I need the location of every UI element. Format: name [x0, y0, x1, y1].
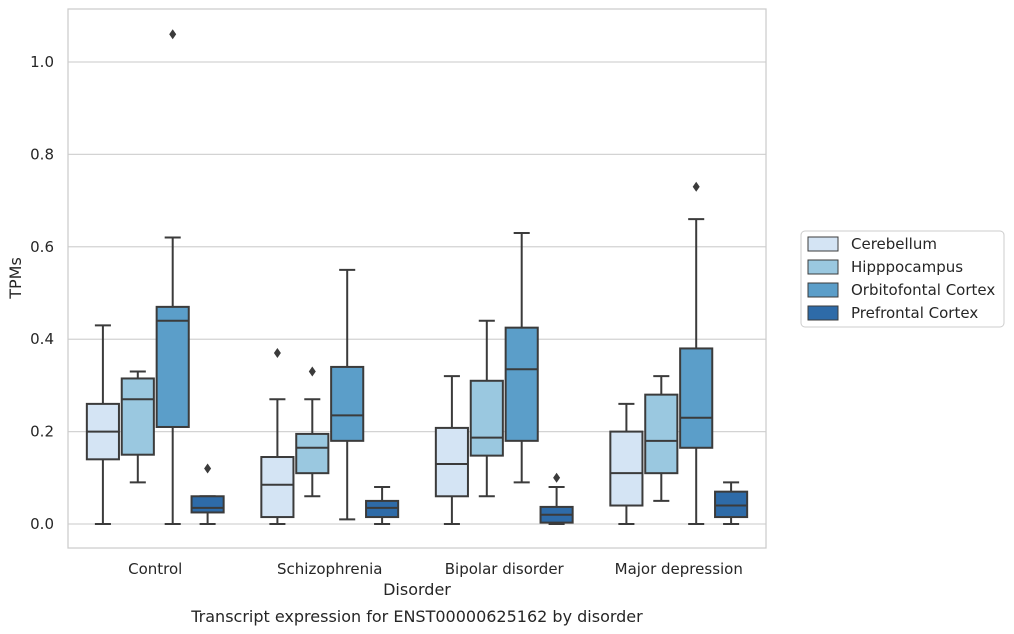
box-body — [190, 495, 225, 514]
legend-swatch — [807, 259, 839, 275]
box-hipppocampus — [469, 319, 504, 498]
box-orbitofontal-cortex — [330, 268, 365, 521]
box-hipppocampus — [120, 370, 155, 484]
y-axis-label: TPMs — [6, 257, 25, 300]
x-category-label: Schizophrenia — [277, 560, 382, 578]
box-body — [260, 456, 295, 519]
y-tick-labels: 0.0 0.2 0.4 0.6 0.8 1.0 — [30, 53, 54, 533]
outlier-point — [553, 472, 561, 483]
boxes — [85, 29, 749, 525]
box-body — [469, 379, 504, 457]
plot-area-frame — [67, 8, 767, 549]
legend-label: Hipppocampus — [851, 258, 963, 276]
x-category-label: Control — [128, 560, 182, 578]
y-tick-label: 0.8 — [30, 145, 54, 163]
box-prefrontal-cortex — [539, 472, 574, 525]
x-axis-label: Disorder — [383, 580, 451, 599]
legend-swatch — [807, 305, 839, 321]
y-tick-label: 0.2 — [30, 423, 54, 441]
outlier-point — [273, 348, 281, 359]
legend-label: Orbitofontal Cortex — [851, 281, 995, 299]
box-prefrontal-cortex — [365, 486, 400, 525]
outlier-point — [692, 181, 700, 192]
legend-swatch — [807, 236, 839, 252]
y-tick-label: 0.4 — [30, 330, 54, 348]
outlier-point — [204, 463, 212, 474]
legend: Cerebellum Hipppocampus Orbitofontal Corte… — [800, 230, 1005, 328]
box-body — [679, 347, 714, 449]
box-orbitofontal-cortex — [504, 231, 539, 484]
x-category-label: Bipolar disorder — [445, 560, 565, 578]
x-category-labels: Control Schizophrenia Bipolar disorder Majo… — [128, 560, 743, 578]
legend-swatch — [807, 282, 839, 298]
box-body — [504, 326, 539, 442]
box-body — [644, 393, 679, 475]
box-body — [295, 432, 330, 475]
box-hipppocampus — [295, 366, 330, 498]
y-tick-label: 1.0 — [30, 53, 54, 71]
box-body — [155, 305, 190, 428]
box-cerebellum — [434, 375, 469, 525]
box-body — [330, 365, 365, 442]
x-category-label: Major depression — [615, 560, 743, 578]
y-tick-label: 0.0 — [30, 515, 54, 533]
box-prefrontal-cortex — [714, 481, 749, 525]
legend-frame — [800, 230, 1005, 328]
chart-caption: Transcript expression for ENST0000062516… — [190, 607, 643, 626]
box-body — [434, 426, 469, 498]
outlier-point — [169, 29, 177, 40]
box-cerebellum — [85, 324, 120, 525]
box-body — [365, 499, 400, 519]
box-prefrontal-cortex — [190, 463, 225, 525]
legend-label: Prefrontal Cortex — [851, 304, 978, 322]
box-body — [609, 430, 644, 507]
legend-label: Cerebellum — [851, 235, 937, 253]
box-cerebellum — [260, 348, 295, 525]
outlier-point — [308, 366, 316, 377]
box-cerebellum — [609, 402, 644, 525]
box-body — [714, 490, 749, 519]
box-hipppocampus — [644, 375, 679, 502]
y-tick-label: 0.6 — [30, 238, 54, 256]
box-orbitofontal-cortex — [155, 29, 190, 525]
box-orbitofontal-cortex — [679, 181, 714, 525]
box-body — [120, 377, 155, 456]
